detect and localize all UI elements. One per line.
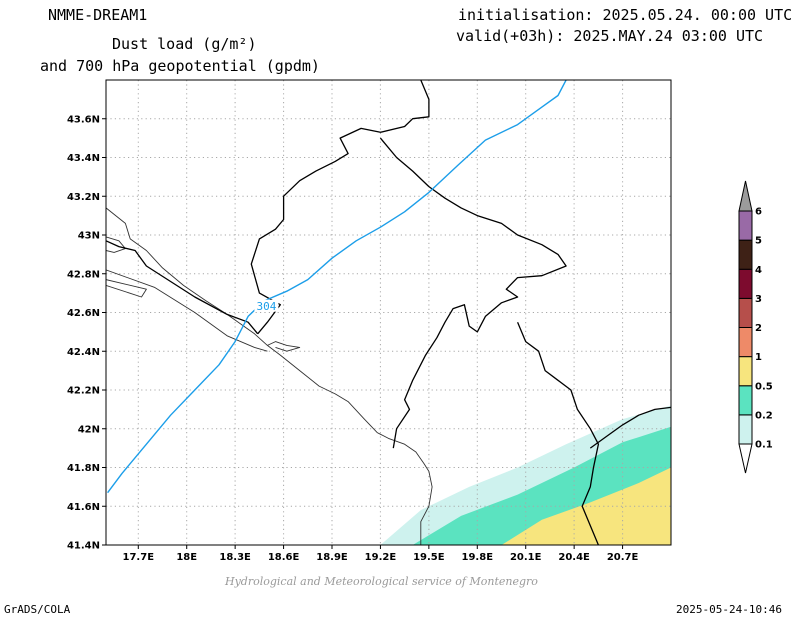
contour-label: 304 — [256, 300, 276, 313]
map-boundary-border — [379, 137, 567, 449]
colorbar-bottom-arrow — [738, 443, 753, 474]
y-tick-label: 41.6N — [67, 502, 100, 513]
x-tick-label: 20.7E — [607, 552, 639, 563]
y-tick-label: 42.4N — [67, 347, 100, 358]
x-tick-label: 18E — [176, 552, 197, 563]
colorbar-label: 0.1 — [755, 440, 773, 451]
footer-left-label: GrADS/COLA — [4, 603, 71, 616]
y-tick-label: 42.8N — [67, 269, 100, 280]
map-boundary-coast — [106, 279, 147, 298]
colorbar-band — [738, 297, 753, 328]
x-tick-label: 19.8E — [462, 552, 494, 563]
map-boundary-coast — [267, 341, 301, 352]
geopotential-contour — [107, 80, 567, 494]
y-tick-label: 41.8N — [67, 463, 100, 474]
footer-timestamp: 2025-05-24-10:46 — [676, 603, 782, 616]
colorbar-label: 0.5 — [755, 381, 773, 392]
colorbar-label: 4 — [755, 265, 762, 276]
colorbar-band — [738, 210, 753, 241]
map-boundary-border — [517, 321, 600, 545]
colorbar-label: 2 — [755, 323, 762, 334]
map-boundary-border — [250, 80, 430, 335]
y-tick-label: 43.2N — [67, 192, 100, 203]
colorbar-label: 3 — [755, 294, 762, 305]
chart-title-line1: Dust load (g/m²) — [112, 35, 257, 53]
colorbar-label: 0.2 — [755, 410, 773, 421]
map-boundary-border — [589, 406, 671, 449]
colorbar-band — [738, 385, 753, 416]
map-boundary-coast — [106, 207, 433, 545]
y-tick-label: 43N — [78, 231, 100, 242]
model-name: NMME-DREAM1 — [48, 6, 148, 24]
valid-time: valid(+03h): 2025.MAY.24 03:00 UTC — [456, 27, 764, 45]
x-tick-label: 18.6E — [268, 552, 300, 563]
y-tick-label: 42.6N — [67, 308, 100, 319]
colorbar-band — [738, 268, 753, 299]
y-tick-label: 42N — [78, 424, 100, 435]
colorbar-band — [738, 327, 753, 358]
x-tick-label: 19.5E — [413, 552, 445, 563]
x-tick-label: 19.2E — [365, 552, 397, 563]
plot-area: 304 — [106, 80, 671, 545]
y-tick-label: 43.6N — [67, 114, 100, 125]
map-boundary-coast — [106, 269, 268, 352]
colorbar-label: 1 — [755, 352, 762, 363]
chart-title-line2: and 700 hPa geopotential (gpdm) — [40, 57, 320, 75]
y-tick-label: 41.4N — [67, 541, 100, 552]
colorbar-band — [738, 414, 753, 445]
x-tick-label: 18.3E — [219, 552, 251, 563]
x-tick-label: 20.4E — [558, 552, 590, 563]
colorbar-label: 5 — [755, 236, 762, 247]
colorbar-label: 6 — [755, 207, 762, 218]
y-tick-label: 43.4N — [67, 153, 100, 164]
x-tick-label: 20.1E — [510, 552, 542, 563]
colorbar-top-arrow — [738, 180, 753, 212]
colorbar-band — [738, 356, 753, 387]
credit-text: Hydrological and Meteorological service … — [225, 575, 538, 588]
x-tick-label: 18.9E — [316, 552, 348, 563]
init-time: initialisation: 2025.05.24. 00:00 UTC — [458, 6, 793, 24]
y-tick-label: 42.2N — [67, 386, 100, 397]
x-tick-label: 17.7E — [123, 552, 155, 563]
map-boundary-border — [106, 240, 259, 335]
colorbar-band — [738, 239, 753, 270]
